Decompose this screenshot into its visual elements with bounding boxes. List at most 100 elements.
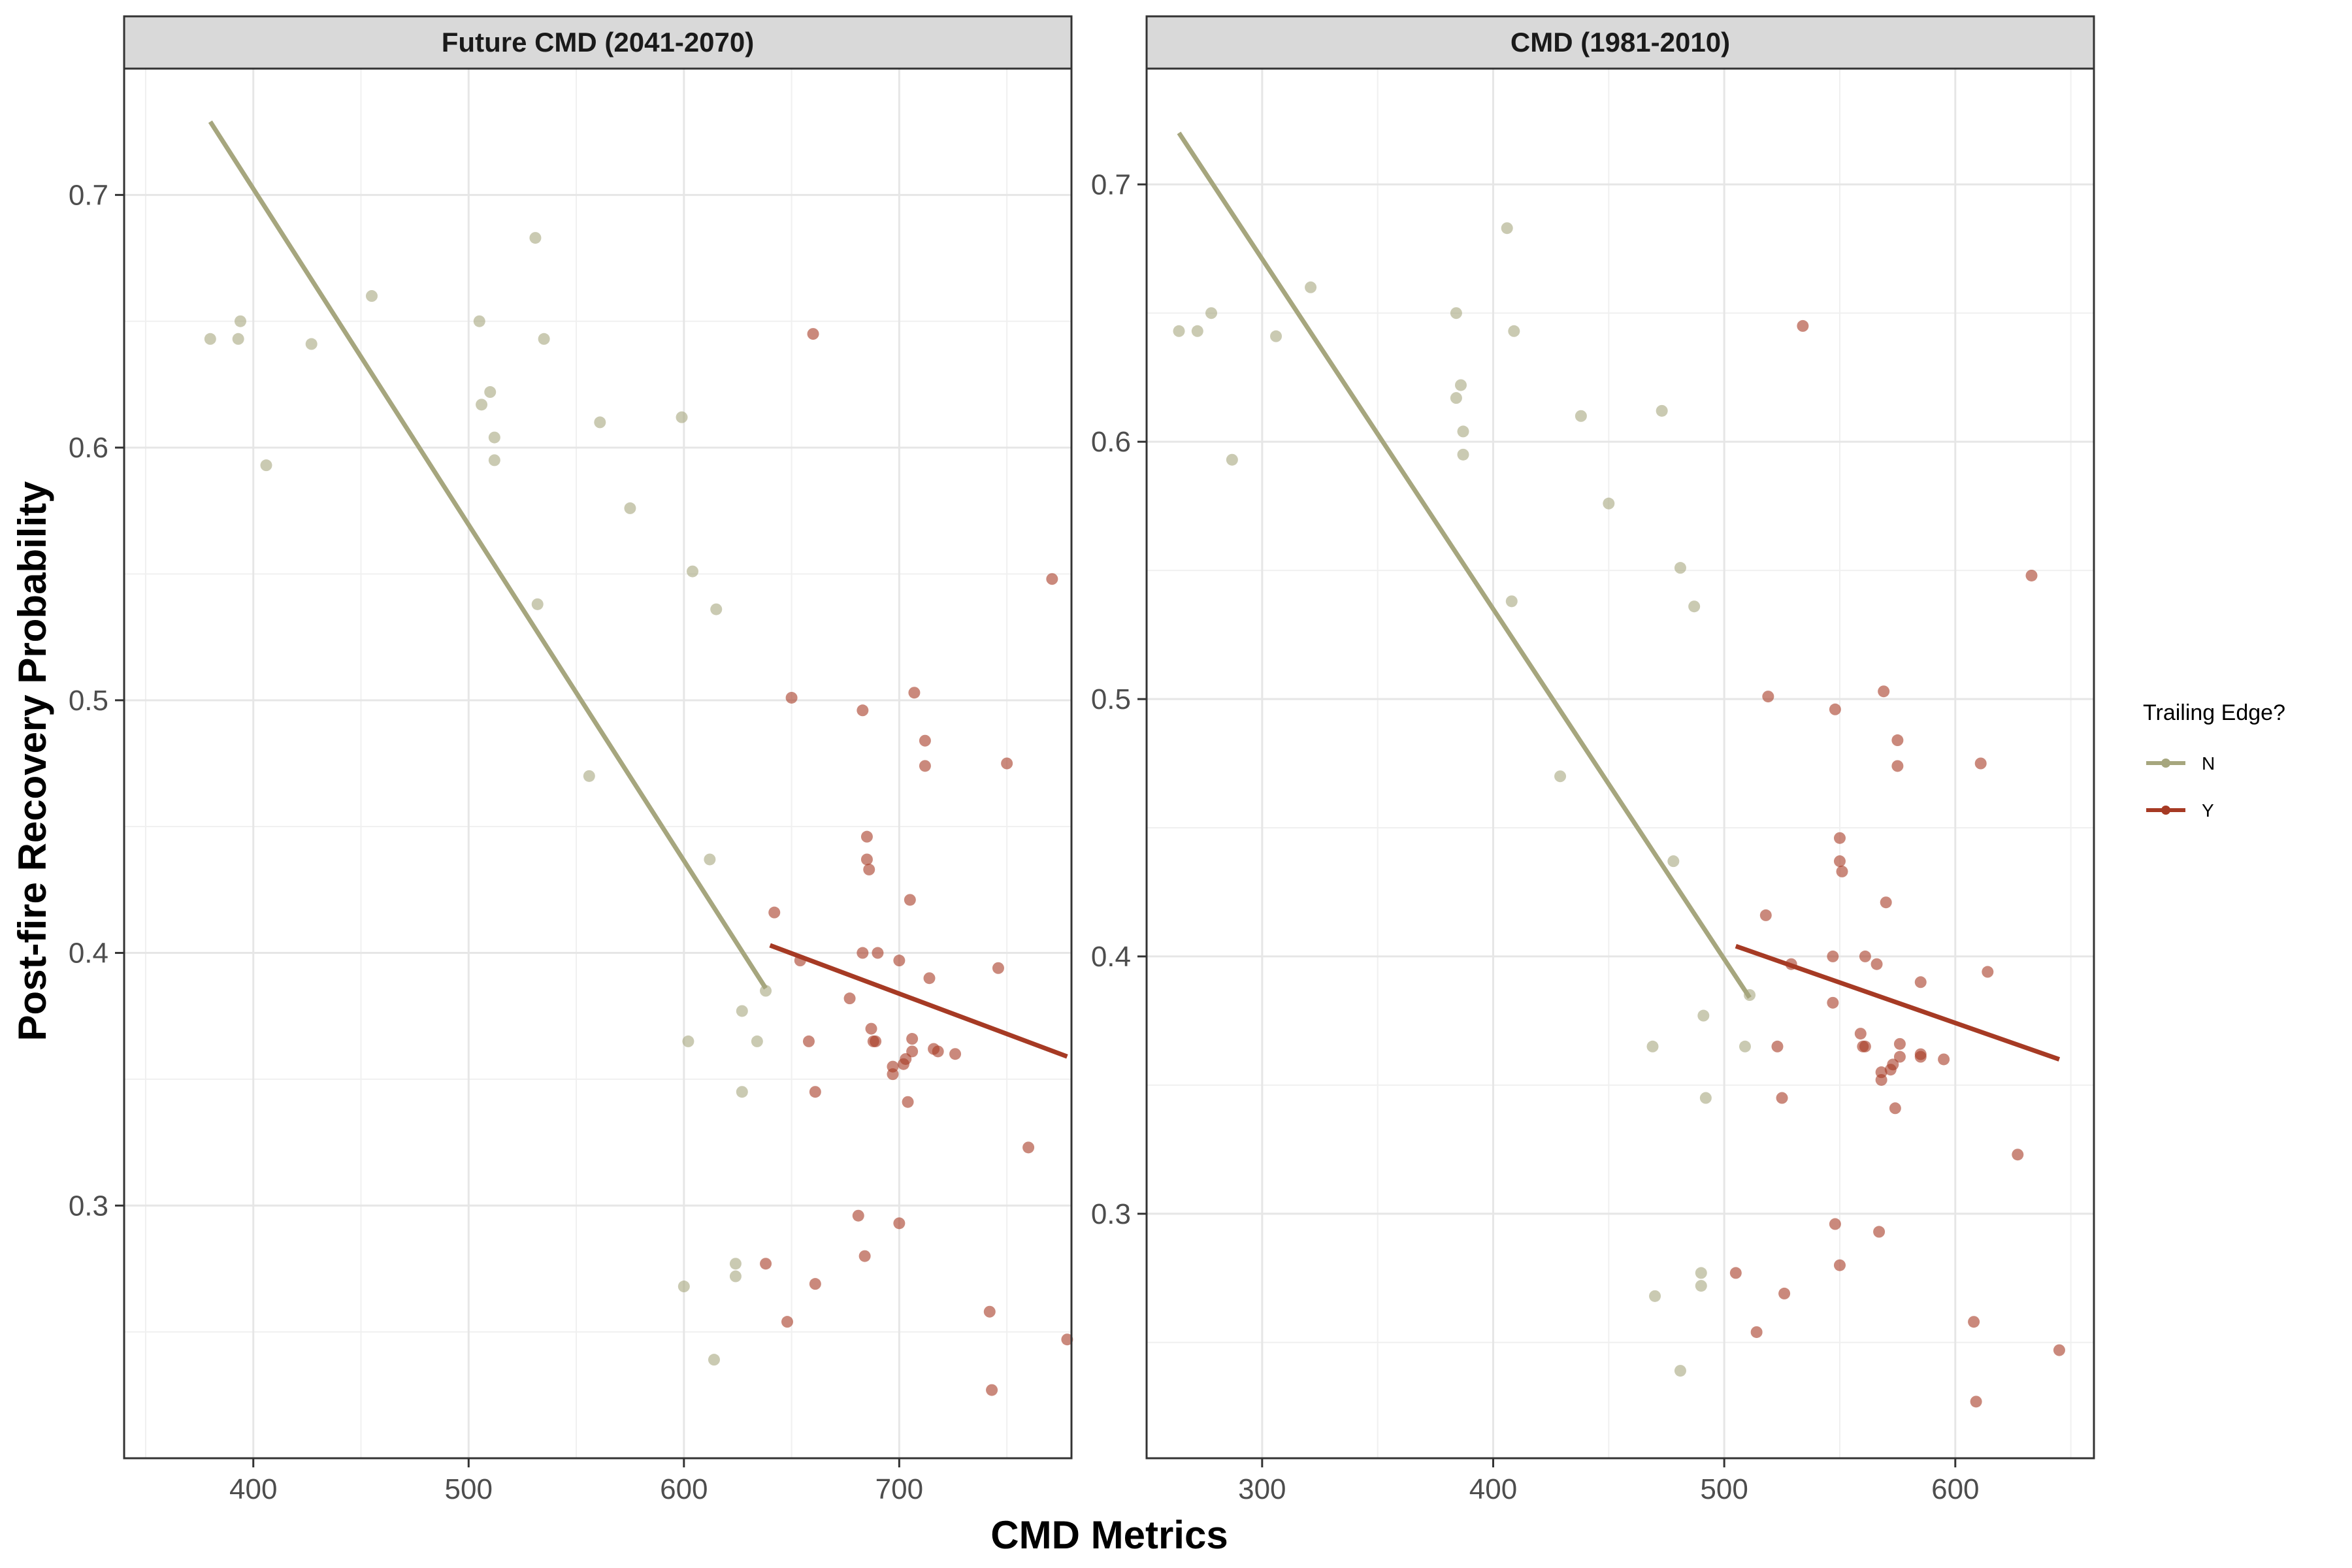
data-point-n	[1457, 448, 1469, 461]
data-points	[204, 232, 1073, 1396]
data-point-y	[1022, 1141, 1035, 1154]
data-point-y	[1914, 1051, 1927, 1063]
data-point-y	[2025, 569, 2038, 581]
data-point-y	[904, 894, 916, 906]
legend-label: Y	[2202, 800, 2214, 821]
facet-panel-future-cmd: Future CMD (2041-2070) 400 500 600 700 0.30…	[69, 15, 1073, 1505]
data-point-y	[919, 760, 931, 772]
y-axis-ticks: 0.3 0.4 0.5 0.6 0.7	[1091, 169, 1147, 1230]
plot-background	[1147, 69, 2094, 1458]
data-point-n	[531, 598, 544, 610]
data-point-n	[729, 1258, 742, 1270]
data-point-n	[1505, 595, 1518, 608]
data-point-n	[583, 770, 595, 782]
facet-strip-background	[123, 15, 1073, 70]
facet-strip-background	[1145, 15, 2095, 70]
x-axis-ticks: 300 400 500 600	[1238, 1458, 1980, 1505]
data-point-n	[1226, 453, 1238, 466]
data-point-n	[1667, 855, 1680, 868]
data-point-y	[986, 1384, 998, 1396]
y-tick-label: 0.7	[69, 179, 108, 211]
data-point-y	[1829, 1218, 1841, 1230]
data-point-y	[865, 1022, 877, 1035]
data-point-y	[1762, 691, 1774, 703]
data-point-y	[1887, 1058, 1899, 1071]
data-point-y	[1729, 1267, 1742, 1279]
data-point-y	[768, 906, 781, 919]
data-point-n	[1191, 325, 1203, 337]
x-tick-label: 500	[445, 1473, 493, 1505]
data-point-y	[983, 1305, 996, 1318]
data-point-n	[1649, 1290, 1661, 1302]
x-tick-label: 300	[1238, 1473, 1286, 1505]
data-point-y	[1974, 757, 1987, 770]
data-point-n	[1656, 404, 1668, 417]
data-point-y	[1873, 1226, 1886, 1238]
data-point-y	[1827, 950, 1839, 962]
data-point-n	[1450, 392, 1462, 404]
data-point-n	[476, 399, 488, 411]
data-point-n	[1205, 307, 1218, 319]
data-point-n	[1501, 222, 1513, 235]
data-point-y	[1833, 1259, 1846, 1271]
data-point-y	[1750, 1326, 1763, 1338]
trend-line-n	[208, 120, 768, 990]
data-point-y	[1893, 1037, 1906, 1050]
data-point-y	[1891, 734, 1904, 747]
data-point-y	[932, 1045, 944, 1058]
data-point-y	[1061, 1333, 1073, 1346]
legend-item-y: Y	[2146, 800, 2214, 821]
data-point-y	[860, 853, 873, 866]
data-point-n	[1646, 1040, 1659, 1053]
y-tick-label: 0.7	[1091, 169, 1131, 201]
data-point-y	[2012, 1149, 2024, 1161]
data-point-y	[1878, 685, 1890, 698]
y-tick-label: 0.6	[69, 432, 108, 464]
data-point-y	[1970, 1396, 1982, 1408]
y-tick-label: 0.4	[1091, 941, 1131, 973]
data-point-n	[1697, 1009, 1710, 1022]
data-point-n	[365, 290, 378, 302]
plot-border	[123, 67, 1073, 1460]
facet-strip-title: CMD (1981-2010)	[1511, 27, 1730, 57]
facet-panel-historical-cmd: CMD (1981-2010) 300 400 500 600 0.30.40.50.…	[1091, 15, 2095, 1505]
data-point-y	[1982, 966, 1994, 978]
data-point-y	[1880, 896, 1892, 909]
data-point-n	[682, 1035, 694, 1047]
data-point-y	[872, 947, 884, 959]
data-point-n	[488, 454, 500, 466]
data-point-y	[1891, 760, 1904, 772]
data-point-y	[1836, 865, 1848, 877]
data-point-y	[1833, 855, 1846, 868]
trend-line-n	[1177, 131, 1752, 999]
data-point-y	[1827, 996, 1839, 1009]
data-point-y	[802, 1035, 815, 1047]
plot-background	[124, 69, 1071, 1458]
facet-strip-title: Future CMD (2041-2070)	[442, 27, 754, 57]
data-point-n	[676, 411, 688, 423]
data-point-y	[949, 1048, 962, 1060]
data-point-n	[1603, 497, 1615, 510]
data-point-y	[785, 691, 798, 704]
data-point-n	[736, 1086, 748, 1098]
y-tick-label: 0.4	[69, 938, 108, 970]
data-point-y	[1778, 1287, 1791, 1299]
legend-title: Trailing Edge?	[2143, 700, 2285, 725]
data-point-y	[1859, 1040, 1871, 1053]
y-axis-title: Post-fire Recovery Probability	[10, 481, 54, 1041]
data-point-y	[760, 1258, 772, 1270]
data-point-y	[1893, 1051, 1906, 1063]
data-point-n	[1699, 1092, 1712, 1104]
data-point-n	[1695, 1267, 1707, 1279]
data-point-y	[992, 962, 1004, 974]
trend-lines	[208, 120, 1068, 1059]
data-point-y	[857, 704, 869, 717]
legend-item-n: N	[2146, 753, 2215, 774]
data-point-y	[2053, 1344, 2065, 1356]
y-axis-ticks: 0.3 0.4 0.5 0.6 0.7	[69, 179, 124, 1222]
data-point-y	[1938, 1053, 1950, 1066]
data-point-n	[1305, 281, 1317, 293]
data-point-y	[1854, 1028, 1867, 1040]
data-point-n	[624, 502, 636, 514]
data-point-n	[204, 333, 216, 345]
